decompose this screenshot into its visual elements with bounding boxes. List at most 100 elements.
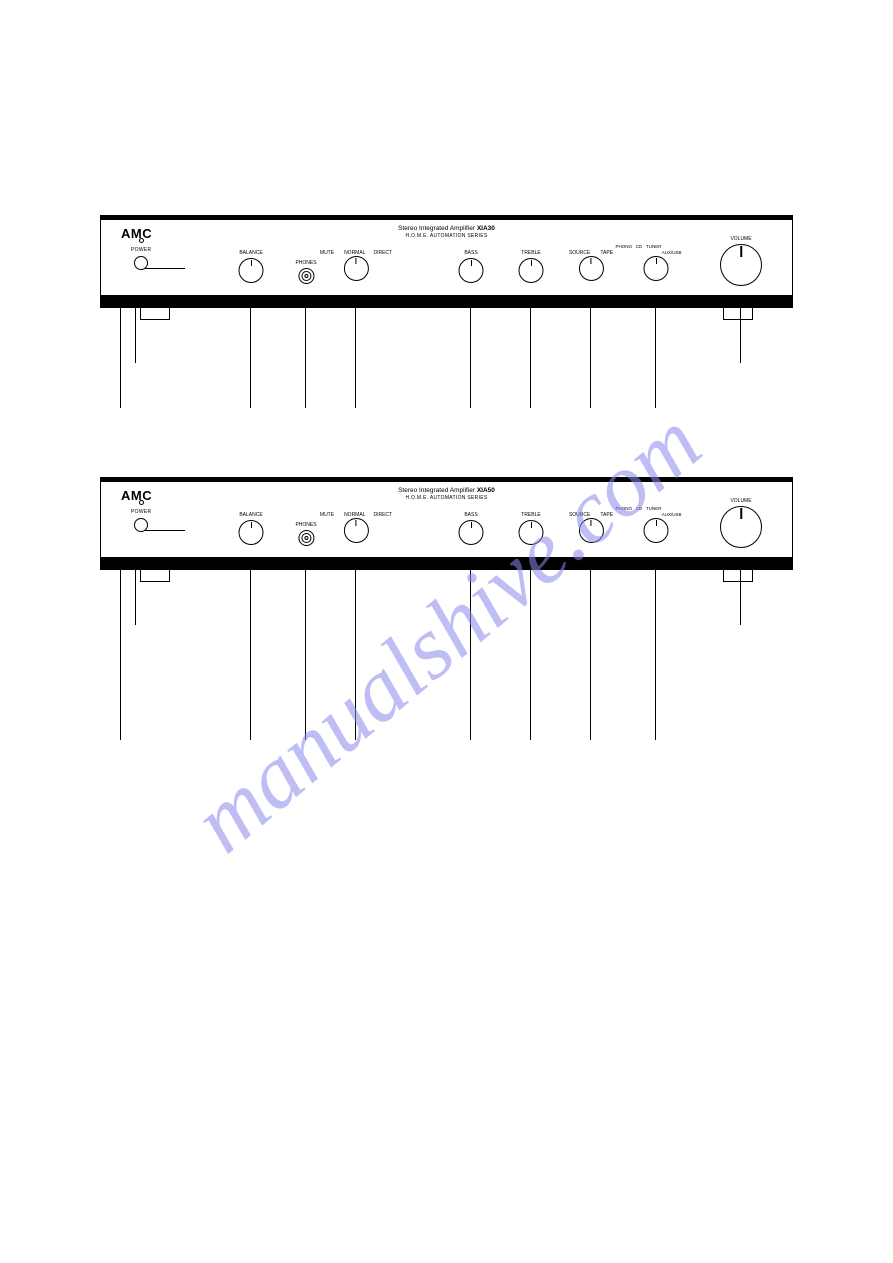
- phono-label: PHONO: [615, 506, 632, 511]
- lead-line: [470, 570, 471, 740]
- headphone-jack-icon[interactable]: [298, 530, 314, 546]
- lead-line: [740, 308, 741, 363]
- power-led-icon: [139, 500, 144, 505]
- title-prefix: Stereo Integrated Amplifier: [398, 487, 477, 494]
- source-label: SOURCE: [569, 250, 590, 256]
- lead-line: [120, 570, 121, 740]
- balance-knob-group: BALANCE: [239, 250, 264, 283]
- title-model: XIA50: [477, 487, 495, 494]
- bass-knob[interactable]: [459, 520, 484, 545]
- phones-group: PHONES: [295, 260, 316, 284]
- lead-line: [655, 570, 656, 740]
- tuner-label: TUNER: [646, 244, 662, 249]
- amplifier-panel-xia30: AMC Stereo Integrated Amplifier XIA30 H.…: [100, 215, 793, 418]
- treble-knob[interactable]: [519, 258, 544, 283]
- tuner-label: TUNER: [646, 506, 662, 511]
- lead-line: [305, 308, 306, 408]
- volume-knob-group: VOLUME: [720, 236, 762, 286]
- lead-line: [530, 308, 531, 408]
- treble-knob[interactable]: [519, 520, 544, 545]
- treble-label: TREBLE: [519, 250, 544, 256]
- mute-label: MUTE: [320, 250, 334, 256]
- lead-line: [655, 308, 656, 408]
- bass-knob[interactable]: [459, 258, 484, 283]
- headphone-jack-icon[interactable]: [298, 268, 314, 284]
- mute-label: MUTE: [320, 512, 334, 518]
- lead-line: [305, 570, 306, 740]
- phones-label: PHONES: [295, 522, 316, 528]
- lead-line: [530, 570, 531, 740]
- power-label: POWER: [131, 509, 151, 515]
- aux-label: AUX/USB: [662, 250, 682, 255]
- amplifier-panel-xia50: AMC Stereo Integrated Amplifier XIA50 H.…: [100, 477, 793, 750]
- phones-label: PHONES: [295, 260, 316, 266]
- title-block: Stereo Integrated Amplifier XIA30 H.O.M.…: [398, 225, 495, 239]
- volume-label: VOLUME: [720, 498, 762, 504]
- title-model: XIA30: [477, 225, 495, 232]
- title-block: Stereo Integrated Amplifier XIA50 H.O.M.…: [398, 487, 495, 501]
- input-knob-group: PHONO CD TUNER AUX/USB: [639, 506, 674, 543]
- power-area: POWER: [131, 500, 151, 532]
- balance-label: BALANCE: [239, 512, 264, 518]
- cd-label: CD: [636, 506, 643, 511]
- input-knob[interactable]: [644, 518, 669, 543]
- lead-line: [740, 570, 741, 625]
- panel-face: AMC Stereo Integrated Amplifier XIA30 H.…: [100, 220, 793, 295]
- leads-area: [100, 570, 793, 750]
- lead-line: [135, 308, 136, 363]
- bass-label: BASS: [459, 512, 484, 518]
- source-knob[interactable]: [578, 518, 603, 543]
- cd-label: CD: [636, 244, 643, 249]
- bass-knob-group: BASS: [459, 250, 484, 283]
- balance-label: BALANCE: [239, 250, 264, 256]
- source-label: SOURCE: [569, 512, 590, 518]
- treble-label: TREBLE: [519, 512, 544, 518]
- power-label: POWER: [131, 247, 151, 253]
- foot-left-icon: [140, 308, 170, 320]
- phones-group: PHONES: [295, 522, 316, 546]
- lead-line: [250, 308, 251, 408]
- balance-knob-group: BALANCE: [239, 512, 264, 545]
- power-lead-line: [145, 530, 185, 531]
- bass-label: BASS: [459, 250, 484, 256]
- leads-area: [100, 308, 793, 418]
- panel-face: AMC Stereo Integrated Amplifier XIA50 H.…: [100, 482, 793, 557]
- title-sub: H.O.M.E. AUTOMATION SERIES: [398, 233, 495, 239]
- source-knob[interactable]: [578, 256, 603, 281]
- title-sub: H.O.M.E. AUTOMATION SERIES: [398, 495, 495, 501]
- power-lead-line: [145, 268, 185, 269]
- lead-line: [470, 308, 471, 408]
- aux-label: AUX/USB: [662, 512, 682, 517]
- input-knob-group: PHONO CD TUNER AUX/USB: [639, 244, 674, 281]
- foot-right-icon: [723, 308, 753, 320]
- panel-bottom-bar: [100, 557, 793, 570]
- lead-line: [590, 308, 591, 408]
- panel-bottom-bar: [100, 295, 793, 308]
- power-area: POWER: [131, 238, 151, 270]
- foot-right-icon: [723, 570, 753, 582]
- title-prefix: Stereo Integrated Amplifier: [398, 225, 477, 232]
- mode-knob[interactable]: [343, 256, 368, 281]
- lead-line: [355, 308, 356, 408]
- mode-knob[interactable]: [343, 518, 368, 543]
- phono-label: PHONO: [615, 244, 632, 249]
- lead-line: [355, 570, 356, 740]
- direct-label: DIRECT: [373, 512, 392, 518]
- foot-left-icon: [140, 570, 170, 582]
- power-led-icon: [139, 238, 144, 243]
- mode-knob-group: MUTENORMALDIRECT: [320, 512, 392, 543]
- direct-label: DIRECT: [373, 250, 392, 256]
- balance-knob[interactable]: [239, 520, 264, 545]
- volume-knob-group: VOLUME: [720, 498, 762, 548]
- balance-knob[interactable]: [239, 258, 264, 283]
- input-knob[interactable]: [644, 256, 669, 281]
- mode-knob-group: MUTENORMALDIRECT: [320, 250, 392, 281]
- volume-knob[interactable]: [720, 506, 762, 548]
- lead-line: [135, 570, 136, 625]
- volume-knob[interactable]: [720, 244, 762, 286]
- volume-label: VOLUME: [720, 236, 762, 242]
- lead-line: [250, 570, 251, 740]
- treble-knob-group: TREBLE: [519, 512, 544, 545]
- lead-line: [120, 308, 121, 408]
- treble-knob-group: TREBLE: [519, 250, 544, 283]
